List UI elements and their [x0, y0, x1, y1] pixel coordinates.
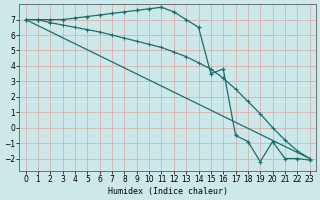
- X-axis label: Humidex (Indice chaleur): Humidex (Indice chaleur): [108, 187, 228, 196]
